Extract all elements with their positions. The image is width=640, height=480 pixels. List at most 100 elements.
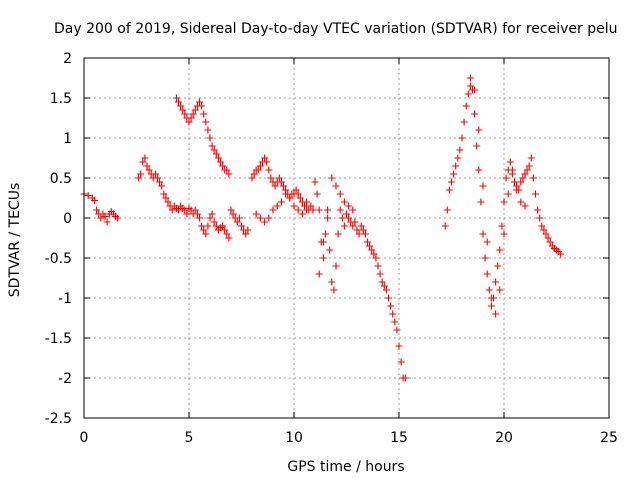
data-point <box>267 174 275 182</box>
data-point <box>145 166 153 174</box>
data-point <box>452 162 460 170</box>
data-point <box>487 294 495 302</box>
data-point <box>401 374 409 382</box>
data-point <box>141 154 149 162</box>
data-point <box>496 286 504 294</box>
data-point <box>277 198 285 206</box>
x-tick-label: 0 <box>80 430 89 446</box>
data-point <box>315 270 323 278</box>
data-point <box>303 206 311 214</box>
data-point <box>196 98 203 106</box>
data-point <box>445 186 453 194</box>
data-point <box>322 230 329 238</box>
data-point <box>202 118 210 126</box>
data-point <box>309 206 317 214</box>
data-point <box>500 230 508 238</box>
data-point <box>376 270 384 278</box>
data-point <box>223 230 231 238</box>
data-point <box>225 234 233 242</box>
data-point <box>103 218 111 226</box>
data-point <box>319 254 327 262</box>
data-point <box>261 218 269 226</box>
data-point <box>183 210 191 218</box>
data-point <box>496 246 504 254</box>
data-point <box>359 226 367 234</box>
data-point <box>466 74 474 82</box>
data-point <box>504 190 512 198</box>
x-tick-label: 25 <box>600 430 618 446</box>
data-point <box>206 214 214 222</box>
data-point <box>265 214 273 222</box>
data-point <box>517 198 525 206</box>
data-point <box>345 214 353 222</box>
data-point <box>160 190 168 198</box>
data-point <box>527 154 535 162</box>
data-point <box>494 262 502 270</box>
data-point <box>217 158 224 166</box>
data-point <box>334 230 342 238</box>
data-point <box>135 174 143 182</box>
data-point <box>256 162 264 170</box>
data-point <box>557 250 565 258</box>
data-point <box>517 178 525 186</box>
data-point <box>219 162 227 170</box>
data-point <box>506 158 514 166</box>
data-point <box>534 206 542 214</box>
data-point <box>248 174 256 182</box>
axis-ticks: 0 5 10 15 20 25 2 1.5 1 0.5 0 -0.5 -1 -1.5 -2 -2.5 <box>45 51 618 446</box>
data-point <box>143 162 151 170</box>
data-point <box>156 178 164 186</box>
data-point <box>179 106 187 114</box>
data-point <box>477 198 485 206</box>
data-point <box>538 222 546 230</box>
data-point <box>481 254 489 262</box>
data-point <box>540 226 548 234</box>
data-points <box>80 74 565 382</box>
y-tick-label: 2 <box>63 51 72 67</box>
data-point <box>294 190 302 198</box>
data-point <box>458 134 466 142</box>
data-point <box>296 194 304 202</box>
data-point <box>282 190 290 198</box>
data-point <box>454 154 462 162</box>
data-point <box>448 178 455 186</box>
data-point <box>521 170 529 178</box>
data-point <box>475 166 483 174</box>
data-point <box>492 310 500 318</box>
data-point <box>508 166 516 174</box>
data-point <box>286 194 294 202</box>
data-point <box>301 202 308 210</box>
data-point <box>273 202 281 210</box>
y-tick-label: -2.5 <box>45 411 72 427</box>
data-point <box>219 222 227 230</box>
data-point <box>181 110 189 118</box>
data-point <box>200 226 208 234</box>
data-point <box>349 222 357 230</box>
data-point <box>168 206 176 214</box>
data-point <box>256 214 264 222</box>
data-point <box>235 214 243 222</box>
data-point <box>357 222 365 230</box>
data-point <box>511 178 518 186</box>
data-point <box>397 358 405 366</box>
data-point <box>471 86 479 94</box>
data-point <box>204 126 212 134</box>
y-tick-label: 0 <box>63 211 72 227</box>
data-point <box>313 190 321 198</box>
data-point <box>353 226 361 234</box>
data-point <box>343 210 350 218</box>
data-point <box>93 206 101 214</box>
data-point <box>500 198 508 206</box>
data-point <box>502 174 510 182</box>
data-point <box>523 166 531 174</box>
plot-frame <box>83 57 610 419</box>
data-point <box>212 222 220 230</box>
data-point <box>351 218 359 226</box>
data-point <box>221 226 229 234</box>
data-point <box>441 222 449 230</box>
data-point <box>475 126 483 134</box>
data-point <box>332 262 340 270</box>
data-point <box>158 182 166 190</box>
data-point <box>187 114 195 122</box>
